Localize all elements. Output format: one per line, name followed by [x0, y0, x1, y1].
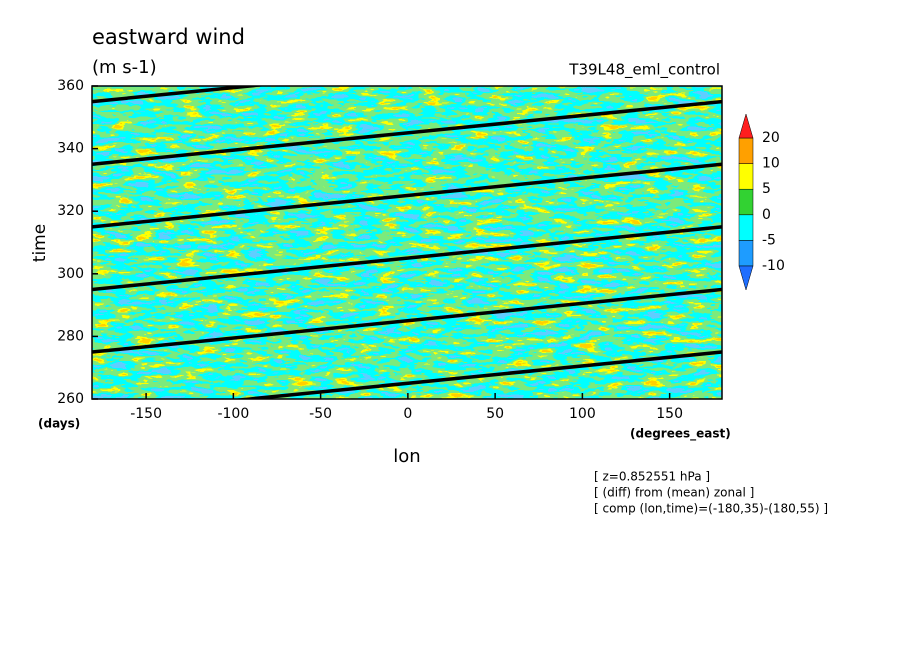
- annotation: [ z=0.852551 hPa ]: [594, 470, 710, 484]
- y-tick-label: 300: [57, 266, 84, 282]
- y-tick-label: 260: [57, 391, 84, 407]
- contour-field: [92, 86, 722, 399]
- colorbar-box: [738, 163, 754, 190]
- run-label: T39L48_eml_control: [568, 61, 720, 80]
- x-tick-label: 50: [486, 406, 504, 422]
- x-tick-label: 0: [403, 406, 412, 422]
- phase-line: [92, 225, 722, 292]
- x-tick-label: -50: [309, 406, 332, 422]
- phase-line: [231, 350, 722, 399]
- chart-subtitle: (m s-1): [92, 57, 157, 78]
- annotation: [ comp (lon,time)=(-180,35)-(180,55) ]: [594, 502, 828, 516]
- y-axis-label: time: [30, 224, 50, 262]
- phase-line: [92, 99, 722, 166]
- x-tick-label: 150: [656, 406, 683, 422]
- x-tick-label: -150: [130, 406, 162, 422]
- colorbar-box: [738, 188, 754, 216]
- colorbar-label: -10: [762, 258, 785, 274]
- y-tick-label: 340: [57, 141, 84, 157]
- colorbar-box: [738, 214, 754, 241]
- phase-line: [92, 86, 268, 104]
- phase-line: [92, 287, 722, 354]
- chart-title: eastward wind: [92, 25, 245, 49]
- x-unit: (degrees_east): [630, 427, 731, 442]
- colorbar-extend-high: [738, 113, 754, 139]
- colorbar-extend-low: [738, 265, 754, 291]
- plot-frame: [91, 85, 723, 400]
- colorbar-label: 10: [762, 156, 780, 172]
- x-tick-label: 100: [569, 406, 596, 422]
- colorbar-box: [738, 137, 754, 164]
- colorbar-label: 5: [762, 181, 771, 197]
- colorbar-box: [738, 240, 754, 267]
- y-tick-label: 360: [57, 78, 84, 94]
- y-tick-label: 320: [57, 203, 84, 219]
- annotation: [ (diff) from (mean) zonal ]: [594, 486, 754, 500]
- colorbar-label: -5: [762, 232, 776, 248]
- x-tick-label: -100: [217, 406, 249, 422]
- colorbar-label: 20: [762, 130, 780, 146]
- y-unit: (days): [38, 417, 80, 431]
- phase-line: [92, 162, 722, 229]
- y-tick-label: 280: [57, 328, 84, 344]
- colorbar-label: 0: [762, 207, 771, 223]
- x-axis-label: lon: [393, 446, 420, 467]
